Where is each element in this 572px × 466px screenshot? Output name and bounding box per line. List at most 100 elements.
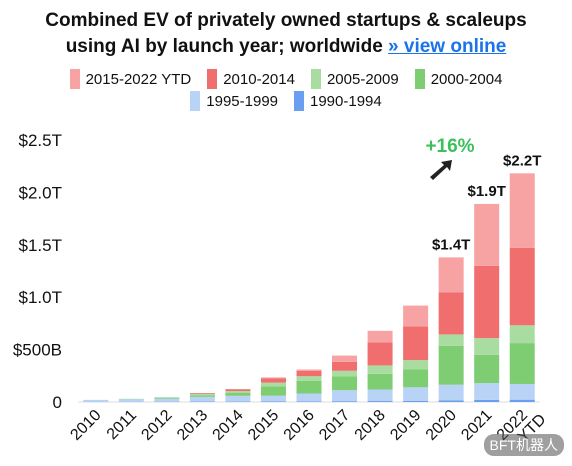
- bar-segment: [225, 392, 251, 396]
- bar-segment: [260, 382, 286, 387]
- legend-swatch: [190, 91, 201, 111]
- legend-swatch: [310, 69, 321, 89]
- legend-swatch: [207, 69, 218, 89]
- legend-item: 2000-2004: [414, 69, 503, 89]
- bar-segment: [83, 399, 109, 402]
- legend-row-1: 2015-2022 YTD 2010-2014 2005-2009 2000-2004: [0, 69, 572, 89]
- x-tick-label: 2012: [138, 407, 175, 444]
- bar-segment: [225, 389, 251, 392]
- bar-total-label: $1.4T: [432, 236, 470, 253]
- bar-segment: [260, 395, 286, 402]
- legend-label: 2005-2009: [326, 70, 399, 88]
- bar-segment: [509, 399, 535, 402]
- bar-segment: [118, 399, 144, 402]
- bar-segment: [474, 265, 500, 339]
- bar-segment: [296, 380, 322, 394]
- bar-segment: [296, 369, 322, 371]
- bar-segment: [296, 401, 322, 402]
- legend-label: 1990-1994: [310, 92, 382, 110]
- legend-swatch: [294, 91, 304, 111]
- bar-total-label: $2.2T: [503, 152, 541, 169]
- legend-swatch: [414, 69, 425, 89]
- x-tick-label: 2013: [174, 407, 211, 444]
- bar-segment: [509, 343, 535, 384]
- bar-segment: [332, 401, 358, 402]
- growth-label: +16%: [425, 136, 474, 157]
- x-tick-label: 2015: [245, 407, 282, 444]
- bar-total-label: $1.9T: [468, 183, 506, 200]
- bar-segment: [474, 399, 500, 402]
- bar-segment: [438, 384, 464, 401]
- bar-segment: [367, 342, 393, 366]
- bar-segment: [438, 400, 464, 402]
- bar-segment: [474, 383, 500, 400]
- x-tick-label: 2014: [210, 407, 247, 444]
- bar-segment: [296, 370, 322, 377]
- bar-segment: [403, 326, 429, 361]
- bar-segment: [509, 325, 535, 344]
- bar-segment: [438, 345, 464, 385]
- title-line-2-text: using AI by launch year; worldwide: [65, 36, 383, 57]
- bar-segment: [367, 389, 393, 402]
- legend-item: 2005-2009: [310, 69, 399, 89]
- x-tick-label: 2010: [67, 407, 104, 444]
- x-tick-label: 2011: [104, 407, 140, 443]
- x-tick-label: 2017: [316, 407, 353, 444]
- bar-segment: [403, 387, 429, 401]
- bar-segment: [189, 396, 215, 402]
- bar-segment: [189, 395, 215, 397]
- legend-item: 2010-2014: [207, 69, 295, 89]
- bar-segment: [509, 383, 535, 400]
- y-tick-label: $2.0T: [19, 183, 62, 202]
- legend-label: 1995-1999: [206, 92, 278, 110]
- title-line-2: using AI by launch year; worldwide » vie…: [0, 34, 572, 60]
- bar-segment: [296, 376, 322, 381]
- bar-segment: [260, 401, 286, 402]
- bar-segment: [189, 393, 215, 395]
- view-online-link[interactable]: » view online: [388, 36, 507, 57]
- bar-segment: [225, 391, 251, 393]
- bar-segment: [154, 398, 180, 402]
- x-tick-label: 2018: [352, 407, 389, 444]
- bar-segment: [367, 401, 393, 402]
- bar-segment: [438, 334, 464, 346]
- bar-segment: [332, 361, 358, 371]
- y-tick-label: $500B: [13, 341, 62, 360]
- bar-segment: [296, 393, 322, 402]
- bar-segment: [509, 247, 535, 326]
- bar-segment: [403, 400, 429, 402]
- bar-segment: [474, 338, 500, 355]
- legend-label: 2010-2014: [223, 70, 295, 88]
- bar-segment: [438, 292, 464, 335]
- legend-label: 2015-2022 YTD: [85, 70, 192, 88]
- legend-row-2: 1995-1999 1990-1994: [0, 91, 572, 111]
- bar-segment: [367, 365, 393, 374]
- legend-label: 2000-2004: [430, 70, 503, 88]
- bar-segment: [403, 360, 429, 370]
- legend-swatch: [69, 69, 80, 89]
- title-line-1: Combined EV of privately owned startups …: [45, 10, 527, 31]
- legend-item: 2015-2022 YTD: [69, 69, 192, 89]
- x-tick-label: 2020: [423, 407, 460, 444]
- bar-segment: [332, 376, 358, 391]
- bar-segment: [509, 173, 535, 248]
- x-tick-label: 2019: [387, 407, 424, 444]
- bar-segment: [403, 305, 429, 327]
- bar-segment: [438, 257, 464, 293]
- growth-arrow-icon: [430, 160, 452, 180]
- bar-segment: [260, 377, 286, 379]
- bar-segment: [154, 397, 180, 398]
- y-tick-label: $1.0T: [19, 288, 62, 307]
- bar-segment: [332, 370, 358, 377]
- y-tick-label: $1.5T: [19, 236, 62, 255]
- bar-segment: [474, 203, 500, 266]
- bar-segment: [403, 369, 429, 388]
- bar-segment: [189, 394, 215, 396]
- bar-segment: [367, 373, 393, 390]
- bar-segment: [332, 355, 358, 362]
- x-tick-label: 2016: [281, 407, 318, 444]
- chart-title: Combined EV of privately owned startups …: [0, 8, 572, 60]
- y-tick-label: 0: [53, 393, 62, 412]
- legend-item: 1990-1994: [294, 91, 382, 111]
